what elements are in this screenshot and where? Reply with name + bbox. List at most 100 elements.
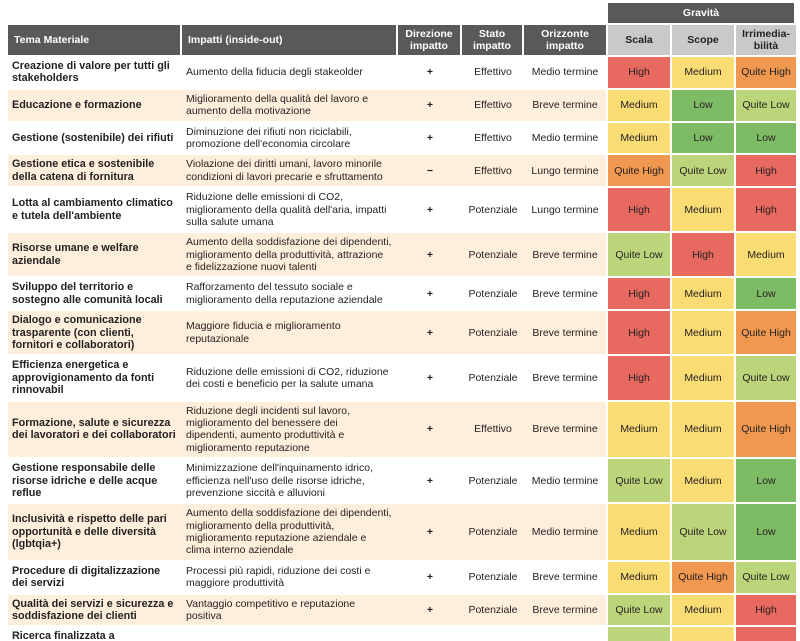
tema-materiale-cell: Sviluppo del territorio e sostegno alle … xyxy=(12,281,163,306)
scope-value-cell: Medium xyxy=(672,627,734,641)
direzione-impatto-cell: + xyxy=(426,131,434,144)
impatti-cell: Diminuzione dei rifiuti non riciclabili,… xyxy=(186,125,352,150)
scala-value-cell: Medium xyxy=(608,504,670,560)
table-row: Formazione, salute e sicurezza dei lavor… xyxy=(8,401,796,458)
table-row: Ricerca finalizzata a innovazione di pro… xyxy=(8,627,796,641)
tema-materiale-cell: Efficienza energetica e approvigionament… xyxy=(12,359,155,397)
irrimediabilita-value-cell: Medium xyxy=(736,233,796,277)
irrimediabilita-value-cell: Quite Low xyxy=(736,356,796,400)
stato-impatto-cell: Potenziale xyxy=(462,627,524,641)
stato-impatto-cell: Potenziale xyxy=(468,525,518,538)
scope-value-cell: Medium xyxy=(672,278,734,310)
scala-value-cell: High xyxy=(608,188,670,232)
scala-value-cell: Quite Low xyxy=(608,627,670,641)
table-body: Creazione di valore per tutti gli stakeh… xyxy=(8,57,796,641)
scope-value-cell: Medium xyxy=(672,401,734,458)
scala-value-cell: Medium xyxy=(608,89,670,121)
gravita-band-spacer xyxy=(8,3,606,23)
impatti-cell: Aumento della soddisfazione dei dipenden… xyxy=(186,236,392,273)
scope-value-cell: Low xyxy=(672,89,734,121)
scope-value-cell: Quite Low xyxy=(672,155,734,187)
materiality-table: Gravità Tema Materiale Impatti (inside-o… xyxy=(8,3,796,641)
scala-value-cell: High xyxy=(608,278,670,310)
scope-value-cell: Medium xyxy=(672,594,734,626)
direzione-impatto-cell: + xyxy=(426,571,434,584)
scope-value-cell: Low xyxy=(672,122,734,154)
direzione-impatto-cell: + xyxy=(426,99,434,111)
orizzonte-impatto-cell: Breve termine xyxy=(532,423,598,436)
row-left-block: Risorse umane e welfare aziendale Aument… xyxy=(8,233,606,277)
scope-value-cell: Medium xyxy=(672,459,734,503)
scope-value-cell: Medium xyxy=(672,356,734,400)
scope-value-cell: Medium xyxy=(672,188,734,232)
scope-value-cell: Quite Low xyxy=(672,504,734,560)
stato-impatto-cell: Potenziale xyxy=(468,603,518,616)
irrimediabilita-value-cell: Quite High xyxy=(736,311,796,355)
impatti-cell: Miglioramento della qualità del lavoro e… xyxy=(186,92,369,118)
tema-materiale-cell: Qualità dei servizi e sicurezza e soddis… xyxy=(12,597,174,623)
table-header-row: Tema Materiale Impatti (inside-out) Dire… xyxy=(8,25,796,55)
scope-value-cell: High xyxy=(672,233,734,277)
irrimediabilita-value-cell: Low xyxy=(736,122,796,154)
row-left-block: Sviluppo del territorio e sostegno alle … xyxy=(8,278,606,310)
stato-impatto-cell: Potenziale xyxy=(468,203,518,216)
scala-value-cell: Medium xyxy=(608,401,670,458)
tema-materiale-cell: Educazione e formazione xyxy=(12,98,142,111)
irrimediabilita-value-cell: Quite High xyxy=(736,401,796,458)
impatti-cell: Maggiore fiducia e miglioramento reputaz… xyxy=(186,320,341,345)
row-left-block: Gestione (sostenibile) dei rifiuti Dimin… xyxy=(8,122,606,154)
table-row: Procedure di digitalizzazione dei serviz… xyxy=(8,561,796,593)
direzione-impatto-cell: + xyxy=(426,248,434,261)
table-row: Gestione responsabile delle risorse idri… xyxy=(8,459,796,503)
table-row: Gestione etica e sostenibile della caten… xyxy=(8,155,796,187)
header-direzione-impatto: Direzione impatto xyxy=(398,25,460,55)
table-row: Gestione (sostenibile) dei rifiuti Dimin… xyxy=(8,122,796,154)
orizzonte-impatto-cell: Breve termine xyxy=(532,571,598,584)
stato-impatto-cell: Potenziale xyxy=(468,326,518,339)
scala-value-cell: Quite Low xyxy=(608,459,670,503)
scala-value-cell: High xyxy=(608,311,670,355)
impatti-cell: Riduzione delle emissioni di CO2, riduzi… xyxy=(186,365,389,391)
irrimediabilita-value-cell: Low xyxy=(736,459,796,503)
impatti-cell: Riduzione degli incidenti sul lavoro, mi… xyxy=(186,404,351,454)
row-left-block: Dialogo e comunicazione trasparente (con… xyxy=(8,311,606,355)
table-row: Risorse umane e welfare aziendale Aument… xyxy=(8,233,796,277)
irrimediabilita-value-cell: High xyxy=(736,627,796,641)
scala-value-cell: Medium xyxy=(608,122,670,154)
table-row: Inclusività e rispetto delle pari opport… xyxy=(8,504,796,560)
table-row: Efficienza energetica e approvigionament… xyxy=(8,356,796,400)
tema-materiale-cell: Inclusività e rispetto delle pari opport… xyxy=(12,513,167,551)
irrimediabilita-value-cell: Quite Low xyxy=(736,89,796,121)
stato-impatto-cell: Potenziale xyxy=(468,571,518,584)
row-left-block: Procedure di digitalizzazione dei serviz… xyxy=(8,561,606,593)
row-left-block: Educazione e formazione Miglioramento de… xyxy=(8,89,606,121)
row-left-block: Formazione, salute e sicurezza dei lavor… xyxy=(8,401,606,458)
orizzonte-impatto-cell: Breve termine xyxy=(532,371,598,384)
direzione-impatto-cell: + xyxy=(426,203,434,216)
tema-materiale-cell: Lotta al cambiamento climatico e tutela … xyxy=(12,197,173,222)
table-row: Lotta al cambiamento climatico e tutela … xyxy=(8,188,796,232)
table-row: Creazione di valore per tutti gli stakeh… xyxy=(8,57,796,88)
header-tema-materiale: Tema Materiale xyxy=(8,25,180,55)
scope-value-cell: Medium xyxy=(672,311,734,355)
table-row: Educazione e formazione Miglioramento de… xyxy=(8,89,796,121)
direzione-impatto-cell: + xyxy=(426,474,434,487)
tema-materiale-cell: Gestione (sostenibile) dei rifiuti xyxy=(12,131,174,144)
direzione-impatto-cell: + xyxy=(426,371,434,384)
row-left-block: Efficienza energetica e approvigionament… xyxy=(8,356,606,400)
irrimediabilita-value-cell: Quite Low xyxy=(736,561,796,593)
row-left-block: Creazione di valore per tutti gli stakeh… xyxy=(8,57,606,88)
direzione-impatto-cell: + xyxy=(426,525,434,538)
gravita-group-header: Gravità xyxy=(608,3,794,23)
orizzonte-impatto-cell: Medio termine xyxy=(524,627,606,641)
stato-impatto-cell: Potenziale xyxy=(468,287,518,300)
tema-materiale-cell: Risorse umane e welfare aziendale xyxy=(12,242,139,267)
orizzonte-impatto-cell: Medio termine xyxy=(531,474,599,487)
direzione-impatto-cell: + xyxy=(426,66,434,79)
tema-materiale-cell: Procedure di digitalizzazione dei serviz… xyxy=(12,564,161,590)
stato-impatto-cell: Potenziale xyxy=(468,371,518,384)
row-left-block: Gestione responsabile delle risorse idri… xyxy=(8,459,606,503)
header-orizzonte-impatto: Orizzonte impatto xyxy=(524,25,606,55)
irrimediabilita-value-cell: High xyxy=(736,155,796,187)
